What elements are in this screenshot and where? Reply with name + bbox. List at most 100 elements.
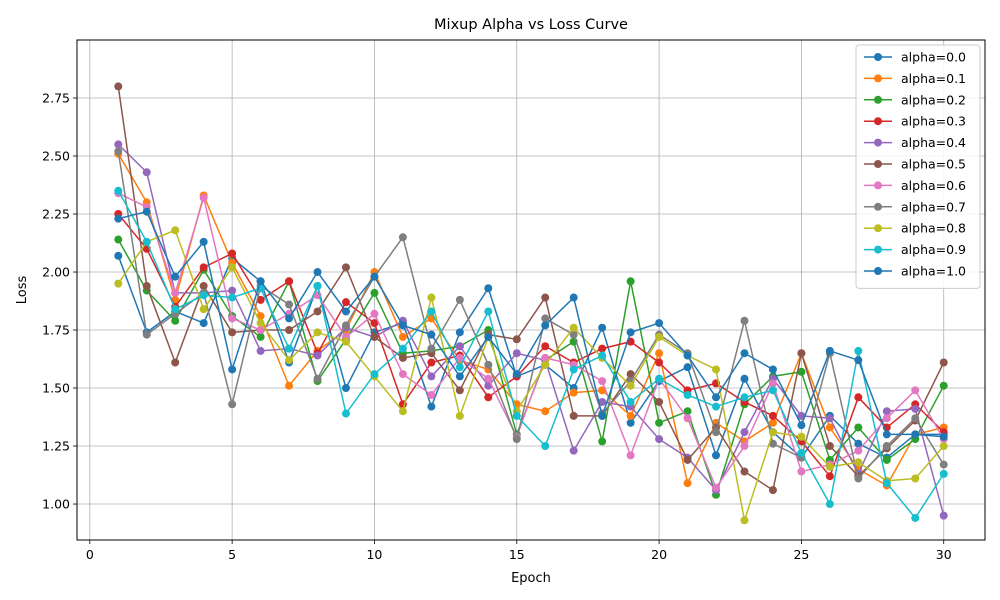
y-tick-label: 1.75 xyxy=(42,323,70,338)
y-tick-label: 2.50 xyxy=(42,149,70,164)
data-point xyxy=(455,295,464,304)
series-line xyxy=(117,151,945,480)
data-point xyxy=(569,323,578,332)
data-point xyxy=(484,360,493,369)
legend-entry: alpha=1.0 xyxy=(901,264,966,279)
data-point xyxy=(768,428,777,437)
legend-marker xyxy=(874,202,882,211)
data-point xyxy=(768,439,777,448)
data-point xyxy=(114,82,123,91)
data-point xyxy=(114,279,123,288)
legend-marker xyxy=(874,160,882,168)
data-point xyxy=(825,346,834,355)
data-point xyxy=(199,291,208,300)
data-point xyxy=(427,402,436,411)
data-point xyxy=(370,309,379,318)
data-point xyxy=(655,319,664,328)
data-point xyxy=(228,365,237,374)
data-point xyxy=(256,326,265,335)
data-point xyxy=(712,365,721,374)
data-point xyxy=(142,330,151,339)
data-point xyxy=(199,305,208,314)
data-point xyxy=(285,356,294,365)
data-point xyxy=(313,328,322,337)
data-point xyxy=(939,469,948,478)
x-tick-label: 30 xyxy=(936,547,952,562)
data-point xyxy=(512,370,521,379)
data-point xyxy=(455,372,464,381)
data-point xyxy=(114,147,123,156)
data-point xyxy=(171,316,180,325)
data-point xyxy=(825,423,834,432)
data-point xyxy=(740,516,749,525)
data-point xyxy=(882,407,891,416)
data-point xyxy=(228,286,237,295)
legend-marker xyxy=(874,74,882,83)
data-point xyxy=(854,393,863,402)
data-point xyxy=(427,307,436,316)
data-point xyxy=(825,462,834,471)
legend-entry: alpha=0.2 xyxy=(901,92,966,107)
y-axis-label: Loss xyxy=(15,276,30,305)
x-tick-label: 20 xyxy=(651,547,667,562)
legend-entry: alpha=0.6 xyxy=(901,178,966,193)
data-point xyxy=(171,288,180,297)
data-point xyxy=(541,293,550,302)
data-point xyxy=(541,360,550,369)
data-point xyxy=(655,397,664,406)
x-axis-label: Epoch xyxy=(511,571,551,586)
data-point xyxy=(712,393,721,402)
data-point xyxy=(712,428,721,437)
data-point xyxy=(569,446,578,455)
data-point xyxy=(398,344,407,353)
legend-entry: alpha=0.9 xyxy=(901,242,966,257)
data-point xyxy=(114,186,123,195)
data-point xyxy=(797,349,806,358)
data-point xyxy=(882,430,891,439)
data-point xyxy=(598,397,607,406)
data-point xyxy=(484,307,493,316)
data-point xyxy=(398,233,407,242)
data-point xyxy=(626,328,635,337)
data-point xyxy=(256,295,265,304)
data-point xyxy=(313,281,322,290)
data-point xyxy=(939,460,948,469)
data-point xyxy=(740,442,749,451)
data-point xyxy=(882,414,891,423)
data-point xyxy=(256,277,265,286)
data-point xyxy=(854,356,863,365)
data-point xyxy=(142,168,151,177)
y-tick-label: 1.25 xyxy=(42,439,70,454)
data-point xyxy=(911,513,920,522)
data-point xyxy=(569,411,578,420)
data-point xyxy=(825,414,834,423)
legend-marker xyxy=(874,95,882,104)
data-point xyxy=(626,381,635,390)
data-point xyxy=(455,328,464,337)
data-point xyxy=(740,374,749,383)
data-point xyxy=(228,400,237,409)
data-point xyxy=(427,330,436,339)
data-point xyxy=(370,288,379,297)
data-point xyxy=(341,321,350,330)
data-point xyxy=(455,386,464,395)
data-point xyxy=(797,367,806,376)
x-tick-label: 0 xyxy=(86,547,94,562)
data-point xyxy=(740,316,749,325)
legend-marker xyxy=(874,224,882,233)
data-point xyxy=(285,277,294,286)
data-point xyxy=(825,442,834,451)
data-point xyxy=(768,365,777,374)
data-point xyxy=(398,353,407,362)
data-point xyxy=(341,409,350,418)
data-point xyxy=(655,374,664,383)
data-point xyxy=(683,351,692,360)
series-line xyxy=(117,229,945,522)
data-point xyxy=(541,442,550,451)
data-point xyxy=(256,346,265,355)
data-point xyxy=(285,314,294,323)
data-point xyxy=(455,353,464,362)
data-point xyxy=(626,277,635,286)
data-point xyxy=(655,358,664,367)
